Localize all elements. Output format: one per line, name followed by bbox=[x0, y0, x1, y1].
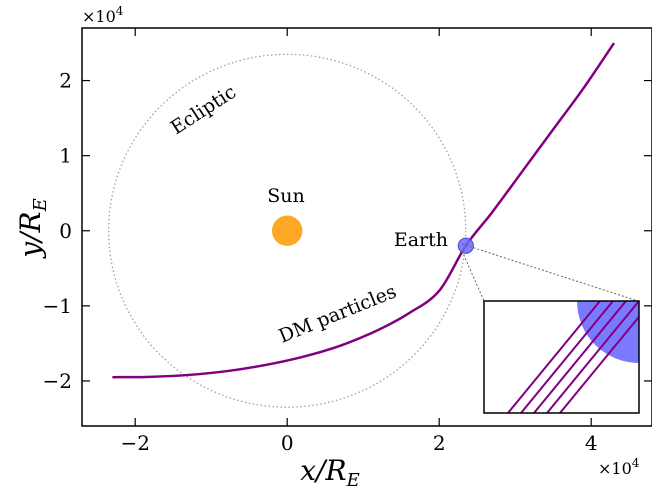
y-tick-label: 0 bbox=[59, 219, 72, 243]
y-axis-label: y/RE bbox=[14, 198, 51, 259]
earth-label: Earth bbox=[394, 229, 448, 251]
x-tick-label: 2 bbox=[433, 431, 446, 455]
inset-dm-line bbox=[520, 301, 614, 413]
inset-dm-line bbox=[546, 301, 639, 413]
ecliptic-circle bbox=[107, 53, 467, 408]
dm-particles-label: DM particles bbox=[276, 281, 400, 348]
earth-marker bbox=[457, 237, 474, 254]
inset-dm-line bbox=[533, 301, 627, 413]
inset-dm-line bbox=[507, 301, 601, 413]
sun-marker bbox=[272, 215, 303, 246]
x-multiplier: ×104 bbox=[598, 456, 640, 478]
y-tick-label: 1 bbox=[59, 144, 72, 168]
zoom-connector-top bbox=[461, 243, 639, 302]
y-tick-label: 2 bbox=[59, 69, 72, 93]
y-tick-label: −1 bbox=[43, 294, 72, 318]
sun-label: Sun bbox=[267, 185, 305, 207]
inset-earth bbox=[577, 301, 639, 363]
ecliptic-label: Ecliptic bbox=[167, 81, 240, 139]
y-tick-label: −2 bbox=[43, 369, 72, 393]
plot-frame bbox=[81, 27, 652, 427]
x-tick-label: 4 bbox=[585, 431, 598, 455]
x-tick-label: 0 bbox=[281, 431, 294, 455]
zoom-connector-bottom bbox=[461, 250, 485, 302]
dm-trajectory bbox=[112, 42, 616, 379]
x-tick-label: −2 bbox=[120, 431, 149, 455]
inset-frame bbox=[483, 300, 640, 414]
y-multiplier: ×104 bbox=[82, 4, 124, 26]
x-axis-label: x/RE bbox=[300, 454, 359, 489]
inset-dm-line bbox=[559, 315, 639, 413]
